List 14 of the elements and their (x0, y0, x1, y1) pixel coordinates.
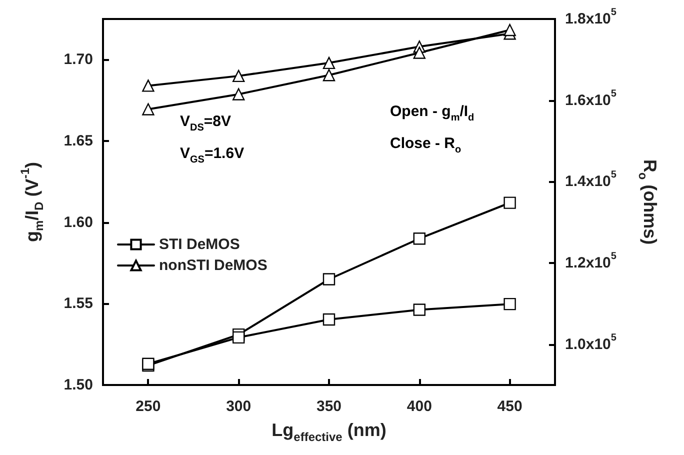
x-tick-label: 250 (136, 398, 161, 415)
x-tick-label: 350 (316, 398, 342, 415)
x-tick-label: 400 (406, 398, 432, 415)
x-tick-label: 450 (497, 398, 522, 415)
y-tick-label: 1.65 (64, 132, 93, 150)
y2-axis-title: Ro (ohms) (636, 159, 660, 245)
y-tick-label: 1.50 (64, 376, 93, 394)
legend-label: STI DeMOS (159, 236, 240, 253)
y-tick-label: 1.70 (64, 51, 93, 68)
y-tick-label: 1.55 (64, 295, 93, 312)
y-tick-label: 1.60 (64, 214, 93, 231)
legend-label: nonSTI DeMOS (159, 257, 268, 274)
x-tick-label: 300 (226, 398, 252, 415)
y-axis-title: gm/ID (V-1) (18, 162, 46, 242)
